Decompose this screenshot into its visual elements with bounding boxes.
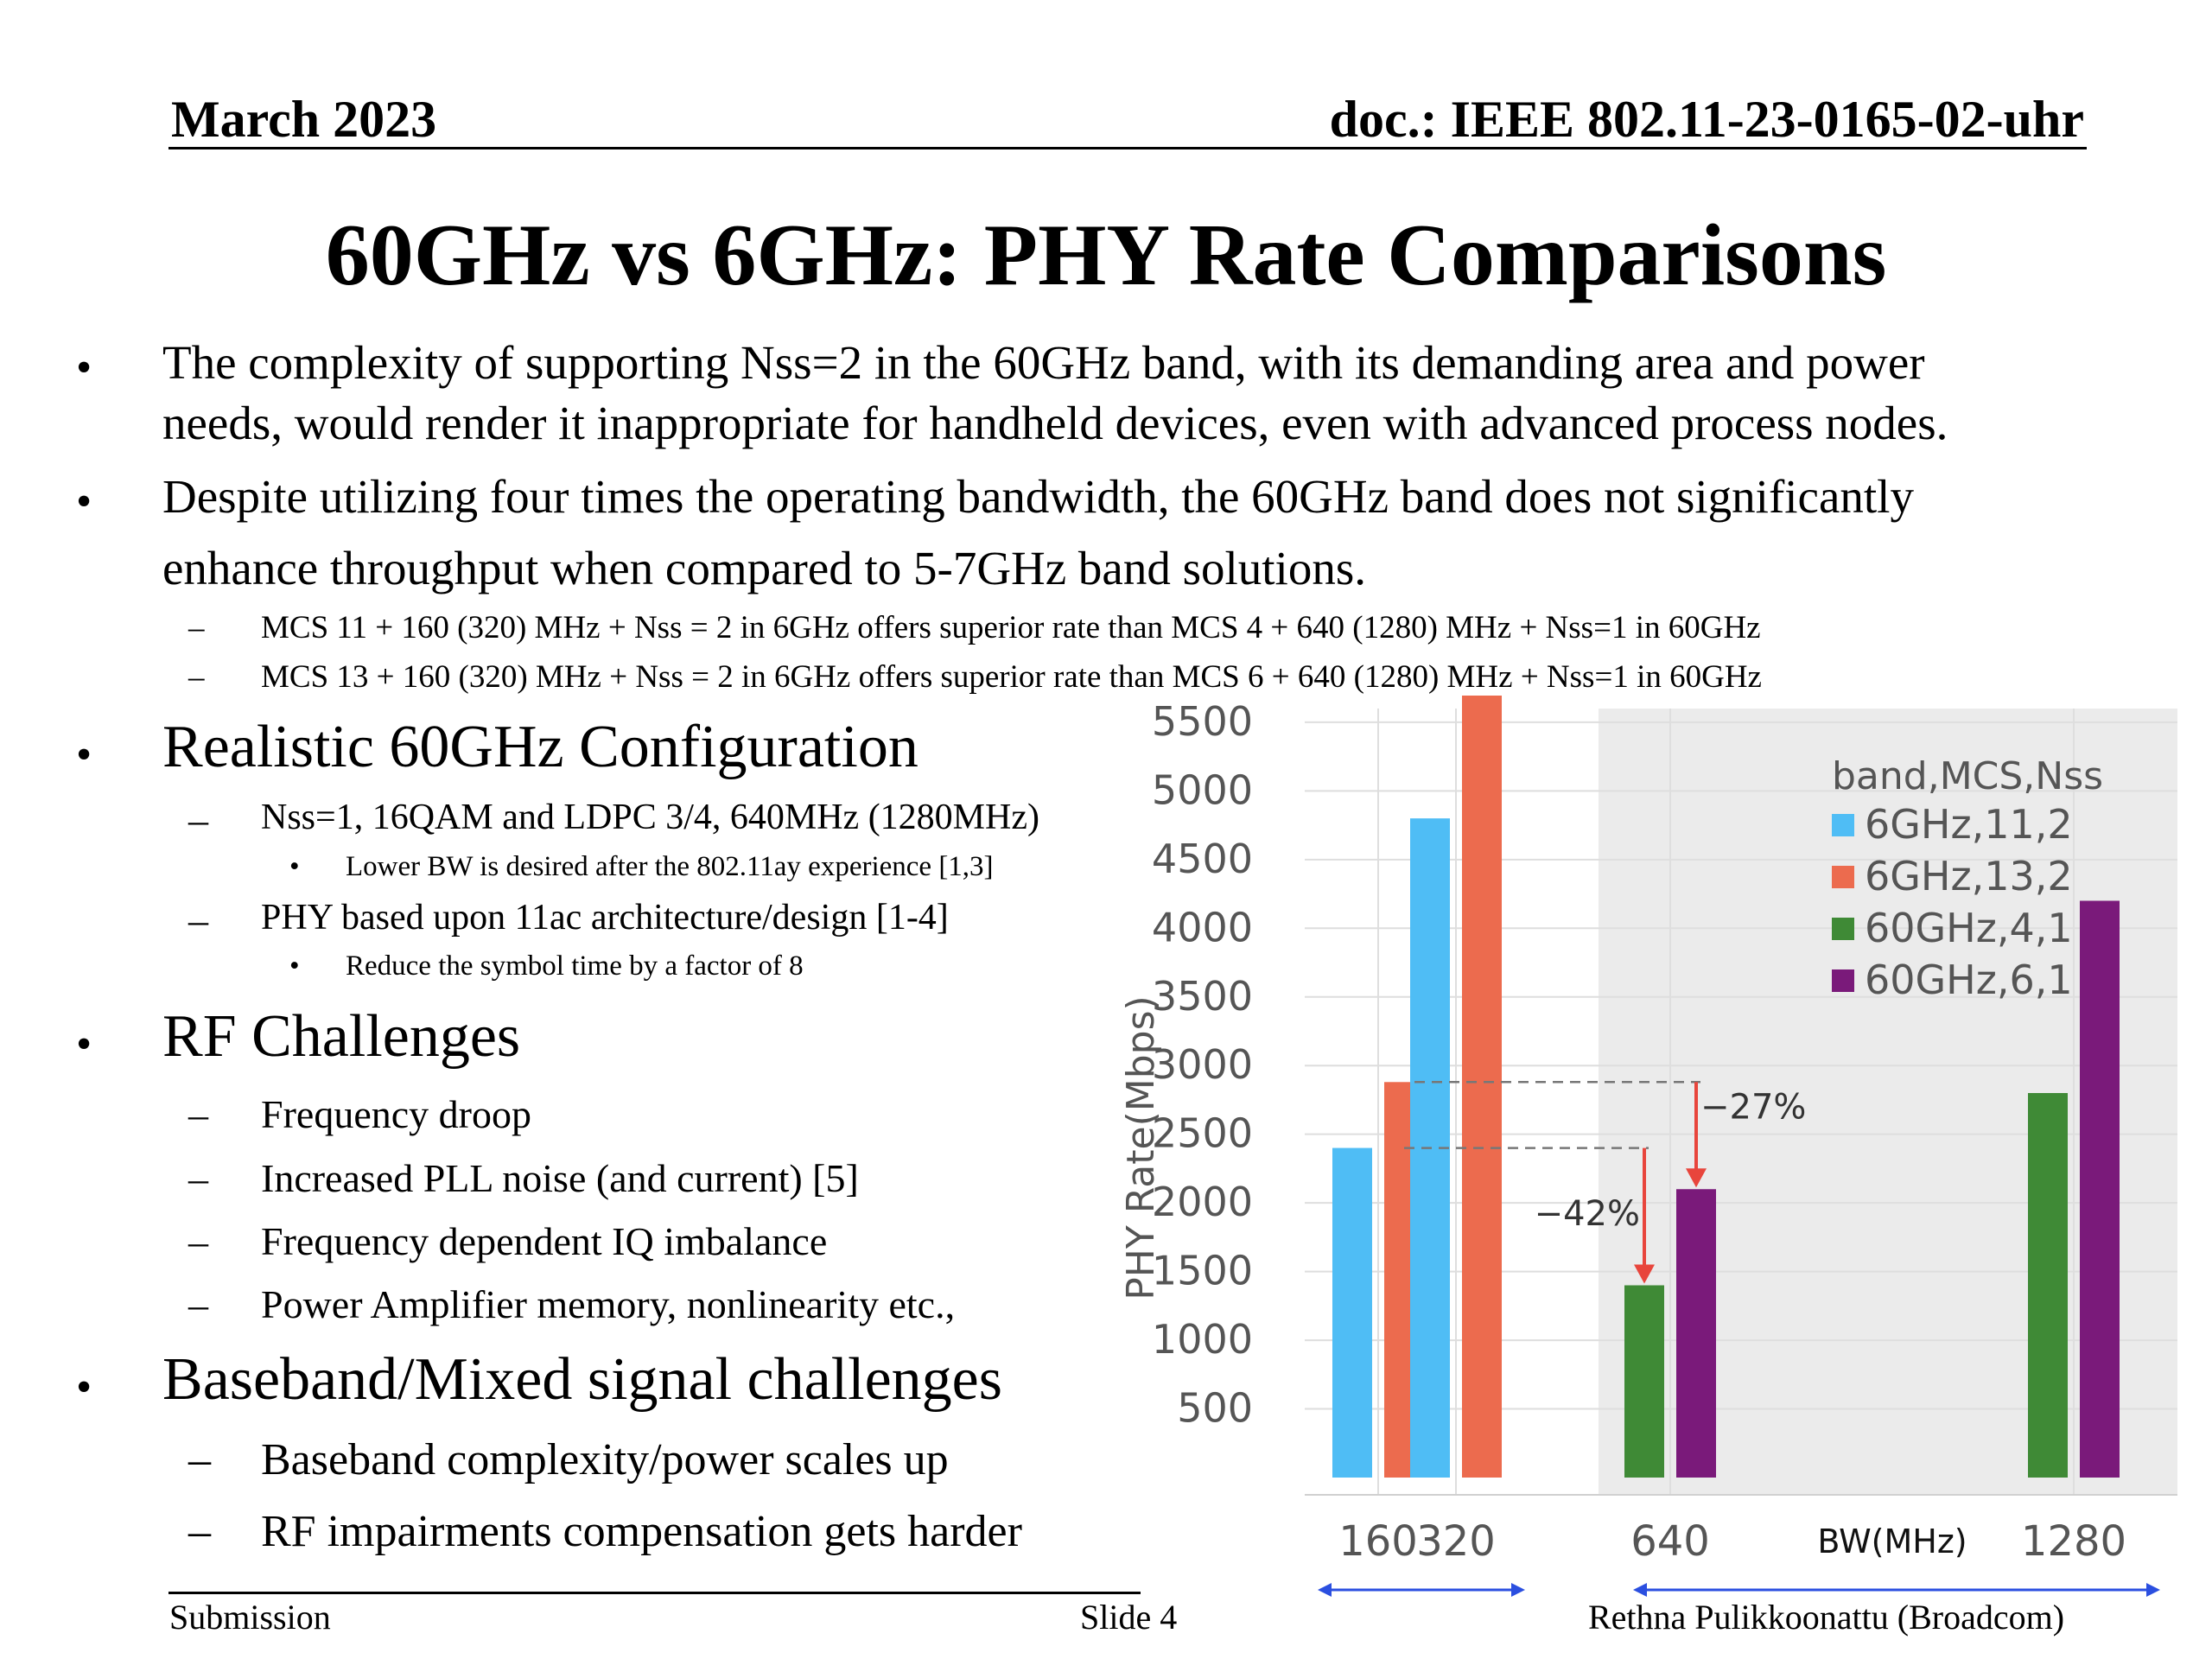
rf-item-3: Frequency dependent IQ imbalance bbox=[261, 1219, 828, 1263]
baseband-item-2: RF impairments compensation gets harder bbox=[261, 1507, 1022, 1556]
dash-marker: – bbox=[188, 659, 205, 695]
bullet-marker: • bbox=[76, 343, 92, 392]
legend-swatch bbox=[1832, 814, 1854, 836]
y-tick-label: 3500 bbox=[1152, 973, 1253, 1020]
x-axis-label: BW(MHz) bbox=[1817, 1522, 1967, 1560]
realistic-sub1: Nss=1, 16QAM and LDPC 3/4, 640MHz (1280M… bbox=[261, 798, 1039, 837]
bar-60GHz-6-1-1280 bbox=[2080, 900, 2120, 1478]
dash-marker: – bbox=[188, 1219, 208, 1263]
y-tick-label: 5500 bbox=[1152, 698, 1253, 745]
legend-label: 60GHz,4,1 bbox=[1865, 905, 2073, 951]
sub-point-1: MCS 11 + 160 (320) MHz + Nss = 2 in 6GHz… bbox=[261, 610, 1761, 645]
y-tick-label: 3000 bbox=[1152, 1041, 1253, 1088]
bar-6GHz-13-2-320 bbox=[1462, 696, 1502, 1478]
legend-title: band,MCS,Nss bbox=[1832, 754, 2103, 798]
legend-label: 6GHz,13,2 bbox=[1865, 853, 2073, 899]
footer-slide-number: Slide 4 bbox=[1080, 1598, 1178, 1637]
baseband-heading: Baseband/Mixed signal challenges bbox=[162, 1346, 1002, 1413]
bar-60GHz-6-1-640 bbox=[1676, 1189, 1716, 1478]
legend-label: 6GHz,11,2 bbox=[1865, 801, 2073, 848]
legend-swatch bbox=[1832, 866, 1854, 888]
realistic-sub2-bullet: Reduce the symbol time by a factor of 8 bbox=[346, 950, 804, 982]
y-tick-label: 4500 bbox=[1152, 836, 1253, 882]
footer-submission: Submission bbox=[169, 1598, 331, 1637]
x-tick-label: 640 bbox=[1630, 1517, 1710, 1566]
header-rule bbox=[168, 147, 2087, 149]
rf-item-4: Power Amplifier memory, nonlinearity etc… bbox=[261, 1282, 956, 1326]
bar-60GHz-4-1-640 bbox=[1624, 1285, 1664, 1478]
small-bullet-marker: • bbox=[289, 950, 300, 982]
realistic-heading: Realistic 60GHz Configuration bbox=[162, 714, 918, 780]
legend-swatch bbox=[1832, 918, 1854, 940]
small-bullet-marker: • bbox=[289, 851, 300, 882]
dash-marker: – bbox=[188, 1435, 211, 1484]
rf-item-1: Frequency droop bbox=[261, 1092, 531, 1136]
bullet-marker: • bbox=[76, 1020, 92, 1069]
x-tick-label: 1280 bbox=[2021, 1517, 2126, 1566]
footer-rule bbox=[168, 1592, 1141, 1594]
bar-6GHz-11-2-160 bbox=[1332, 1147, 1372, 1478]
group-arrowhead-right bbox=[2146, 1583, 2160, 1597]
y-tick-label: 1500 bbox=[1152, 1248, 1253, 1294]
x-tick-label: 160 bbox=[1338, 1517, 1418, 1566]
realistic-sub1-bullet: Lower BW is desired after the 802.11ay e… bbox=[346, 851, 994, 882]
dash-marker: – bbox=[188, 1156, 208, 1200]
y-tick-label: 500 bbox=[1177, 1385, 1253, 1432]
legend-swatch bbox=[1832, 969, 1854, 992]
dash-marker: – bbox=[188, 1092, 208, 1136]
bullet-2-line1: Despite utilizing four times the operati… bbox=[162, 470, 1914, 523]
bar-60GHz-4-1-1280 bbox=[2028, 1093, 2068, 1478]
bullet-2-line2: enhance throughput when compared to 5-7G… bbox=[162, 542, 1366, 594]
annotation-arrowhead bbox=[1634, 1264, 1655, 1284]
bullet-marker: • bbox=[76, 477, 92, 526]
slide-title: 60GHz vs 6GHz: PHY Rate Comparisons bbox=[325, 207, 1887, 304]
y-axis-label: PHY Rate(Mbps) bbox=[1119, 995, 1163, 1300]
y-tick-label: 5000 bbox=[1152, 766, 1253, 813]
rf-heading: RF Challenges bbox=[162, 1003, 521, 1070]
dash-marker: – bbox=[188, 798, 208, 842]
bullet-marker: • bbox=[76, 1363, 92, 1412]
dash-marker: – bbox=[188, 610, 205, 645]
annotation-label: −27% bbox=[1700, 1087, 1806, 1127]
group-arrowhead-left bbox=[1633, 1583, 1647, 1597]
bullet-marker: • bbox=[76, 730, 92, 779]
group-label-60-70GHz: 60-70GHz bbox=[1815, 1599, 1978, 1603]
y-tick-label: 2500 bbox=[1152, 1110, 1253, 1157]
baseband-item-1: Baseband complexity/power scales up bbox=[261, 1435, 949, 1484]
y-tick-label: 1000 bbox=[1152, 1316, 1253, 1363]
dash-marker: – bbox=[188, 898, 208, 942]
legend-label: 60GHz,6,1 bbox=[1865, 957, 2073, 1003]
annotation-label: −42% bbox=[1535, 1194, 1640, 1234]
annotation-arrowhead bbox=[1686, 1168, 1707, 1188]
dash-marker: – bbox=[188, 1507, 211, 1556]
group-label-5-7GHz: 5-7GHz bbox=[1361, 1599, 1482, 1603]
footer-author: Rethna Pulikkoonattu (Broadcom) bbox=[1588, 1598, 2065, 1637]
y-tick-label: 2000 bbox=[1152, 1179, 1253, 1225]
bullet-1-line2: needs, would render it inappropriate for… bbox=[162, 397, 1948, 449]
x-tick-label: 320 bbox=[1416, 1517, 1496, 1566]
group-arrowhead-right bbox=[1511, 1583, 1525, 1597]
phy-rate-chart: 500 1000 1500 2000 2500 3000 3500 4000 4500 5000 5… bbox=[1119, 696, 2177, 1603]
dash-marker: – bbox=[188, 1282, 208, 1326]
realistic-sub2: PHY based upon 11ac architecture/design … bbox=[261, 898, 949, 938]
header-doc: doc.: IEEE 802.11-23-0165-02-uhr bbox=[1329, 91, 2084, 148]
group-arrowhead-left bbox=[1318, 1583, 1332, 1597]
rf-item-2: Increased PLL noise (and current) [5] bbox=[261, 1156, 859, 1200]
header-date: March 2023 bbox=[171, 91, 437, 148]
sub-point-2: MCS 13 + 160 (320) MHz + Nss = 2 in 6GHz… bbox=[261, 659, 1762, 695]
bullet-1-line1: The complexity of supporting Nss=2 in th… bbox=[162, 336, 1925, 389]
y-tick-label: 4000 bbox=[1152, 904, 1253, 950]
